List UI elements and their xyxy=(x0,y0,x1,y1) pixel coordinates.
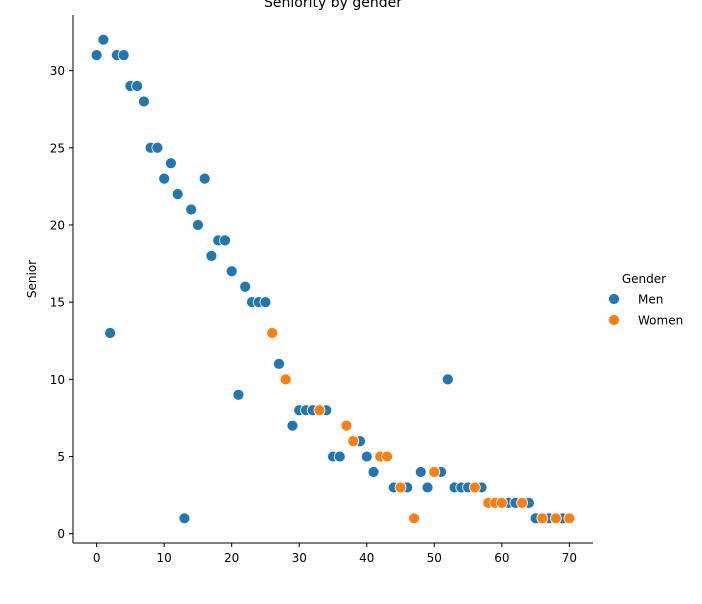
y-tick-label: 30 xyxy=(50,64,65,78)
data-point-men xyxy=(138,95,150,108)
data-point-men xyxy=(185,203,198,216)
x-tick-label: 20 xyxy=(224,551,239,565)
x-tick-label: 50 xyxy=(427,551,442,565)
data-point-men xyxy=(333,450,346,463)
y-tick-label: 10 xyxy=(50,373,65,387)
data-point-men xyxy=(171,188,184,200)
y-tick-label: 5 xyxy=(57,450,65,464)
legend-marker-women xyxy=(608,314,620,326)
y-tick-label: 20 xyxy=(50,218,65,232)
data-point-women xyxy=(536,512,549,525)
data-point-men xyxy=(104,327,117,339)
chart-title: Seniority by gender xyxy=(264,0,402,11)
x-tick-label: 0 xyxy=(93,551,101,565)
data-point-women xyxy=(347,435,360,448)
data-point-men xyxy=(205,249,218,262)
data-points xyxy=(90,33,576,525)
axes: 0 10 20 30 40 50 60 70 0 5 10 15 20 25 30 xyxy=(50,15,593,565)
data-point-men xyxy=(367,466,380,478)
data-point-women xyxy=(279,373,292,386)
data-point-men xyxy=(219,234,231,247)
legend: Gender Men Women xyxy=(608,272,683,328)
data-point-men xyxy=(273,358,285,370)
data-point-women xyxy=(516,496,528,509)
data-point-women xyxy=(468,481,481,494)
x-tick-label: 10 xyxy=(157,551,172,565)
legend-label-women: Women xyxy=(638,314,683,328)
y-tick-label: 25 xyxy=(50,141,65,155)
data-point-women xyxy=(394,481,407,494)
data-point-women xyxy=(563,512,576,525)
data-point-women xyxy=(313,404,326,417)
data-point-men xyxy=(90,49,103,62)
data-point-men xyxy=(117,49,130,62)
data-point-men xyxy=(225,265,238,278)
data-point-women xyxy=(549,512,562,525)
legend-title: Gender xyxy=(622,272,666,286)
y-tick-label: 0 xyxy=(57,527,65,541)
legend-marker-men xyxy=(608,293,620,305)
data-point-men xyxy=(165,157,177,170)
data-point-men xyxy=(239,280,252,293)
x-tick-label: 60 xyxy=(494,551,509,565)
data-point-men xyxy=(178,512,191,525)
data-point-men xyxy=(360,450,373,463)
data-point-men xyxy=(232,388,245,401)
x-tick-label: 70 xyxy=(562,551,577,565)
data-point-men xyxy=(198,172,211,185)
legend-label-men: Men xyxy=(638,293,663,307)
data-point-men xyxy=(259,296,272,309)
data-point-men xyxy=(414,466,427,478)
data-point-men xyxy=(97,33,110,46)
x-tick-label: 30 xyxy=(292,551,307,565)
data-point-men xyxy=(158,172,171,185)
data-point-women xyxy=(495,496,508,509)
data-point-men xyxy=(192,219,204,231)
data-point-men xyxy=(151,141,164,154)
data-point-women xyxy=(408,512,420,525)
y-tick-label: 15 xyxy=(50,296,65,310)
data-point-men xyxy=(441,373,454,386)
data-point-women xyxy=(266,327,279,339)
y-axis-label: Senior xyxy=(25,260,39,298)
data-point-men xyxy=(131,80,144,92)
x-tick-label: 40 xyxy=(359,551,374,565)
data-point-women xyxy=(428,466,441,478)
data-point-women xyxy=(340,419,353,432)
data-point-women xyxy=(381,450,393,463)
data-point-men xyxy=(421,481,434,494)
data-point-men xyxy=(286,419,299,432)
